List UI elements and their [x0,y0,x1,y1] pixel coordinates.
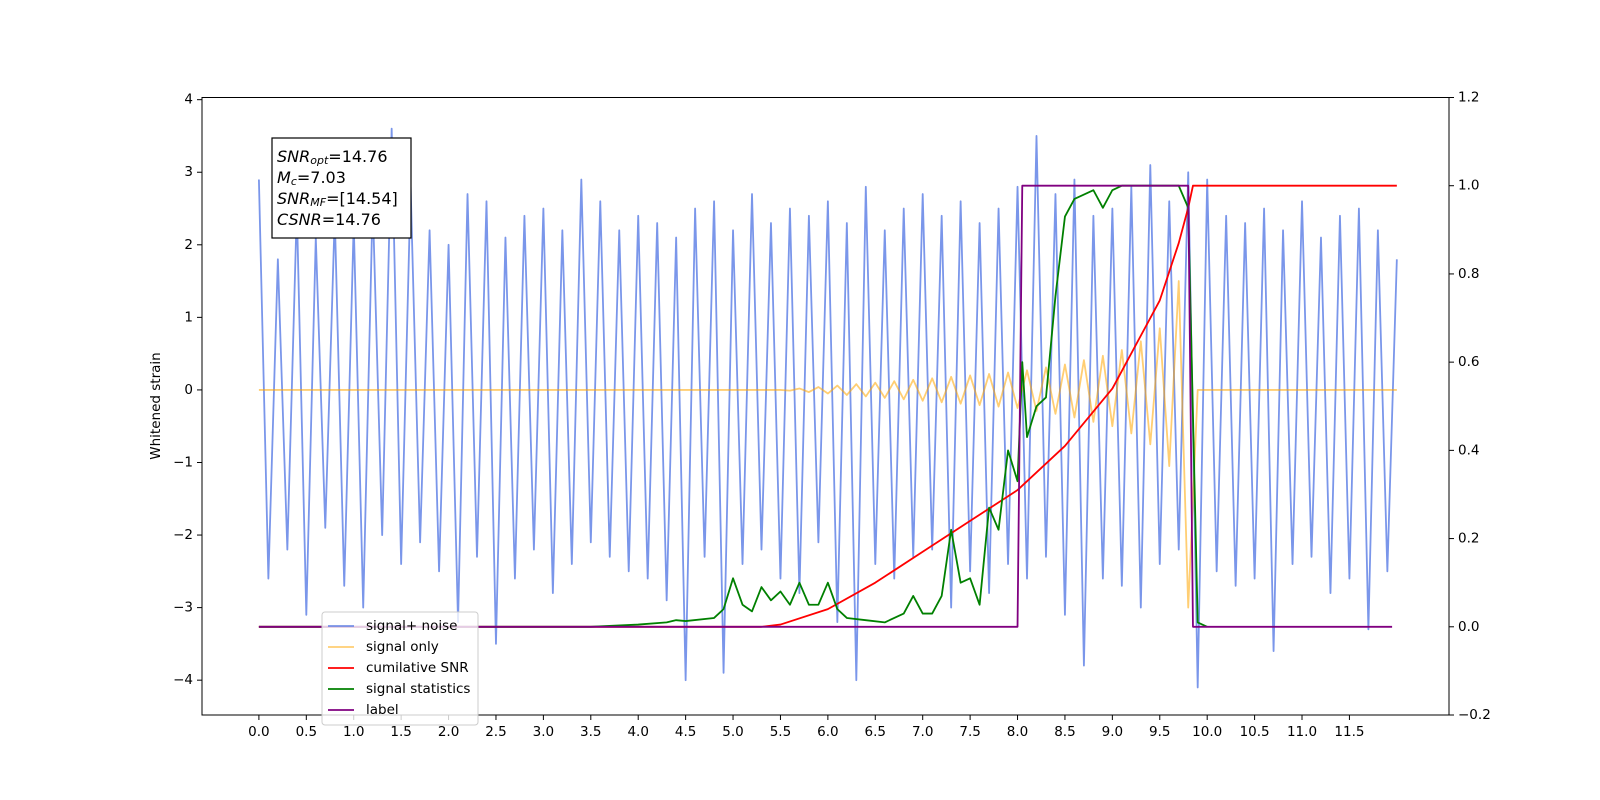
annotation-box [271,137,412,239]
x-tick-label: 2.0 [438,724,459,740]
annotation-symbol: CSNR [277,210,322,229]
x-tick-label: 11.0 [1287,724,1317,740]
x-tick-label: 9.5 [1149,724,1170,740]
annotation-text: Mc=7.03 [277,168,346,189]
legend-label: cumilative SNR [366,660,469,676]
x-tick-label: 8.5 [1054,724,1075,740]
y2-tick-label: 0.4 [1458,442,1479,458]
annotation-sub: c [291,175,297,188]
annotation-value: =7.03 [297,168,346,187]
x-tick-label: 9.0 [1102,724,1123,740]
series-line [258,280,1397,609]
annotation-value: =[14.54] [326,189,398,208]
x-tick-label: 4.5 [675,724,696,740]
y2-tick-label: 1.0 [1458,178,1479,194]
y2-tick-label: 0.0 [1458,619,1479,635]
x-tick-label: 3.5 [580,724,601,740]
y-tick-label: −3 [173,600,193,616]
legend-label: signal statistics [366,681,470,697]
series-line [258,184,1393,628]
annotation-symbol: SNR [277,189,310,208]
annotation-value: =14.76 [328,147,387,166]
legend-box [321,611,479,726]
annotation-symbol: SNR [277,147,310,166]
x-tick-label: 5.5 [770,724,791,740]
annotation-sub: opt [310,154,329,167]
annotation-sub: MF [310,196,326,209]
x-tick-label: 10.5 [1240,724,1270,740]
legend-label: signal only [366,639,439,655]
x-tick-label: 8.0 [1007,724,1028,740]
y2-tick-label: 0.8 [1458,266,1479,282]
x-tick-label: 1.0 [343,724,364,740]
y2-tick-label: 1.2 [1458,90,1479,106]
x-tick-label: 0.5 [296,724,317,740]
y-tick-label: 1 [184,309,193,325]
annotation-symbol: M [277,168,291,187]
series-line [258,184,1397,628]
y-tick-label: 2 [184,237,193,253]
legend-label: label [366,702,399,718]
annotation-text: SNRMF=[14.54] [277,189,398,210]
y-tick-label: −4 [173,672,193,688]
y2-tick-label: 0.2 [1458,531,1479,547]
annotation-text: CSNR=14.76 [277,210,381,229]
y-axis-label: Whitened strain [148,352,164,459]
x-tick-label: 6.0 [817,724,838,740]
y-tick-label: 3 [184,164,193,180]
series-line [258,184,1208,628]
x-tick-label: 4.0 [627,724,648,740]
series-line [258,127,1398,689]
x-tick-label: 1.5 [390,724,411,740]
plot-frame [201,97,1450,716]
x-tick-label: 3.0 [533,724,554,740]
y-tick-label: −1 [173,454,193,470]
x-tick-label: 11.5 [1334,724,1364,740]
x-tick-label: 6.5 [865,724,886,740]
annotation-text: SNRopt=14.76 [277,147,388,168]
x-tick-label: 0.0 [248,724,269,740]
x-tick-label: 7.0 [912,724,933,740]
y2-tick-label: 0.6 [1458,354,1479,370]
x-tick-label: 7.5 [959,724,980,740]
y-tick-label: −2 [173,527,193,543]
x-tick-label: 2.5 [485,724,506,740]
x-tick-label: 10.0 [1192,724,1222,740]
annotation-value: =14.76 [322,210,381,229]
legend-label: signal+ noise [366,618,457,634]
y2-tick-label: −0.2 [1458,707,1491,723]
annotation: SNRopt=14.76Mc=7.03SNRMF=[14.54]CSNR=14.… [271,137,412,239]
x-tick-label: 5.0 [722,724,743,740]
y-tick-label: 4 [184,92,193,108]
y-tick-label: 0 [184,382,193,398]
